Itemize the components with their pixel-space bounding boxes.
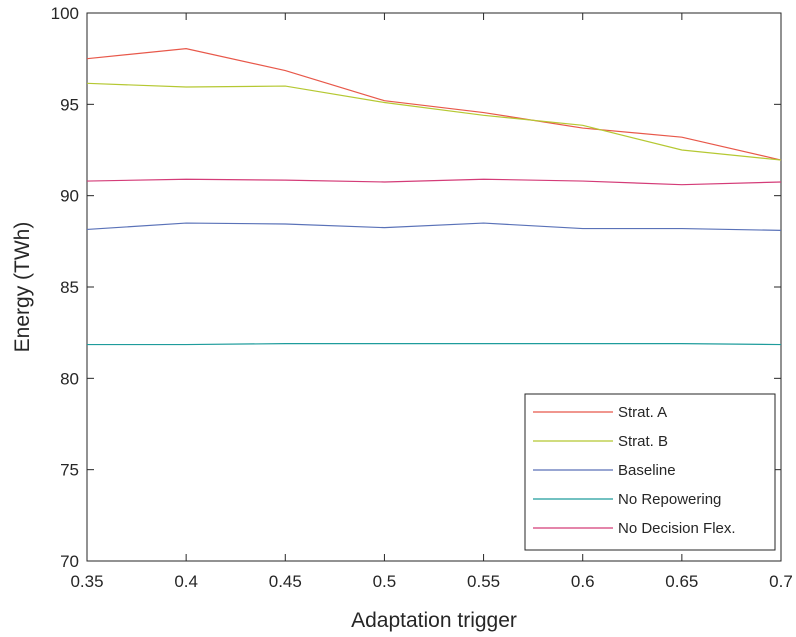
y-tick-label: 100 (51, 4, 79, 23)
legend-label: Baseline (618, 462, 676, 479)
y-tick-label: 70 (60, 552, 79, 571)
x-tick-label: 0.55 (467, 572, 500, 591)
x-tick-label: 0.65 (665, 572, 698, 591)
series-line (87, 343, 782, 346)
series-line (86, 82, 782, 161)
x-tick-label: 0.6 (571, 572, 595, 591)
series-line (86, 222, 782, 231)
x-axis-ticks: 0.35 0.4 0.45 0.5 0.55 0.6 0.65 0.7 (70, 13, 793, 591)
x-tick-label: 0.7 (769, 572, 793, 591)
y-tick-label: 80 (60, 369, 79, 388)
series-line (86, 48, 782, 161)
y-axis-ticks: 70 75 80 85 90 95 100 (51, 4, 781, 571)
y-tick-label: 90 (60, 187, 79, 206)
x-tick-label: 0.45 (269, 572, 302, 591)
legend-label: Strat. B (618, 433, 668, 450)
legend-box (524, 393, 776, 551)
y-tick-label: 75 (60, 461, 79, 480)
y-axis-label: Energy (TWh) (11, 222, 34, 353)
legend-label: No Decision Flex. (618, 520, 736, 537)
legend: Strat. A Strat. B Baseline No Repowering No … (524, 393, 776, 551)
legend-label: No Repowering (618, 491, 721, 508)
y-tick-label: 95 (60, 95, 79, 114)
x-tick-label: 0.4 (174, 572, 198, 591)
x-axis-label: Adaptation trigger (351, 609, 517, 632)
x-tick-label: 0.5 (373, 572, 397, 591)
y-tick-label: 85 (60, 278, 79, 297)
series-layer (86, 48, 782, 346)
legend-label: Strat. A (618, 404, 667, 421)
x-tick-label: 0.35 (70, 572, 103, 591)
series-line (86, 178, 782, 186)
